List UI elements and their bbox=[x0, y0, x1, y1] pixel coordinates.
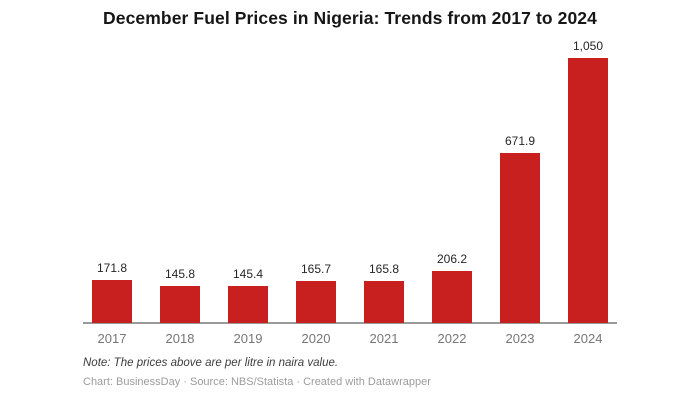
chart-title: December Fuel Prices in Nigeria: Trends … bbox=[103, 8, 597, 28]
x-tick-2023: 2023 bbox=[505, 331, 535, 346]
value-label-2017: 171.8 bbox=[96, 261, 128, 275]
value-label-2021: 165.8 bbox=[368, 262, 400, 276]
value-label-2023: 671.9 bbox=[504, 134, 536, 148]
value-label-2020: 165.7 bbox=[300, 262, 332, 276]
x-tick-2021: 2021 bbox=[369, 331, 399, 346]
chart-note: Note: The prices above are per litre in … bbox=[83, 357, 339, 369]
bar-2018[interactable] bbox=[160, 286, 200, 323]
x-tick-2019: 2019 bbox=[233, 331, 263, 346]
value-label-2024: 1,050 bbox=[572, 39, 604, 53]
bar-2019[interactable] bbox=[228, 286, 268, 323]
x-tick-2018: 2018 bbox=[165, 331, 195, 346]
bar-2022[interactable] bbox=[432, 271, 472, 323]
chart-attribution: Chart: BusinessDay · Source: NBS/Statist… bbox=[83, 376, 431, 388]
x-tick-2017: 2017 bbox=[97, 331, 127, 346]
bar-2024[interactable] bbox=[568, 58, 608, 323]
value-label-2018: 145.8 bbox=[164, 267, 196, 281]
x-tick-2022: 2022 bbox=[437, 331, 467, 346]
bar-2020[interactable] bbox=[296, 281, 336, 323]
x-tick-2024: 2024 bbox=[573, 331, 603, 346]
x-tick-2020: 2020 bbox=[301, 331, 331, 346]
bar-2021[interactable] bbox=[364, 281, 404, 323]
bar-2017[interactable] bbox=[92, 280, 132, 323]
value-label-2022: 206.2 bbox=[436, 252, 468, 266]
bar-2023[interactable] bbox=[500, 153, 540, 323]
x-axis-line bbox=[83, 322, 617, 324]
value-label-2019: 145.4 bbox=[232, 267, 264, 281]
